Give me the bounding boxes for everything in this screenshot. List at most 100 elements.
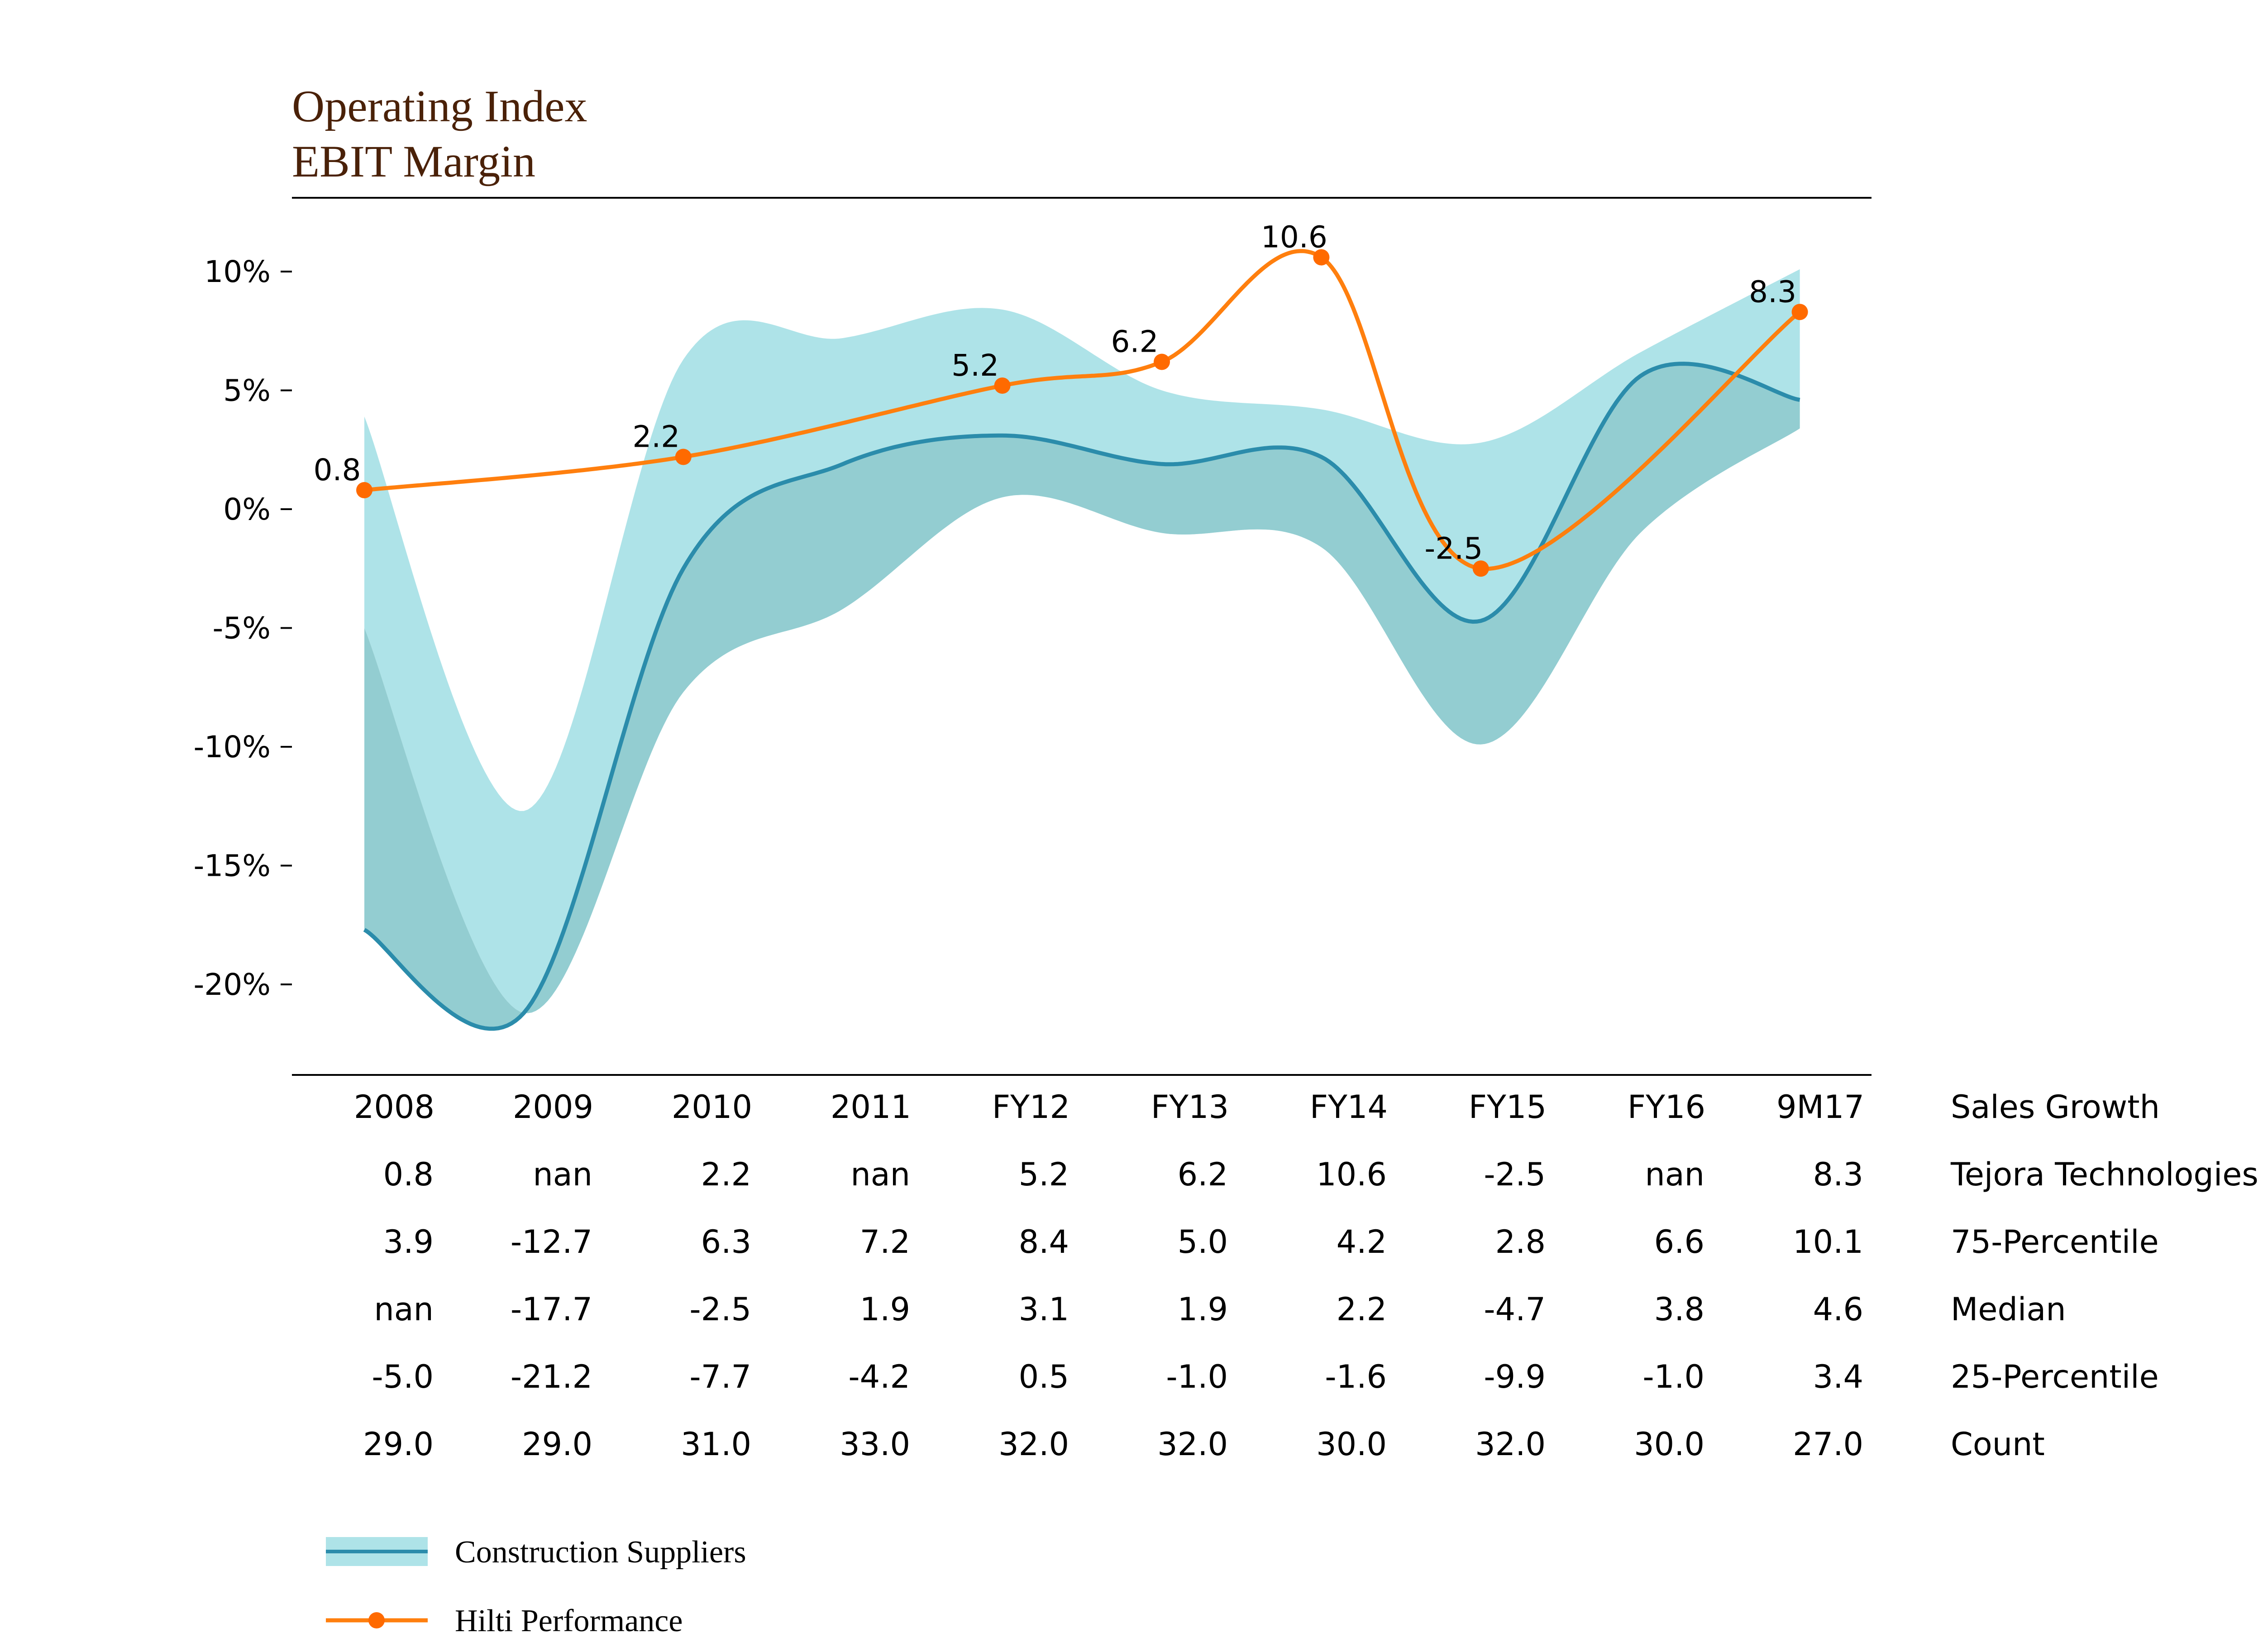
legend: Construction Suppliers Hilti Performance bbox=[326, 1535, 746, 1638]
table-cell: -17.7 bbox=[511, 1291, 592, 1328]
hilti-label-2010: 2.2 bbox=[632, 420, 680, 454]
table-cell: 5.2 bbox=[1019, 1156, 1069, 1193]
table-cell: 29.0 bbox=[522, 1426, 592, 1463]
table-cell: nan bbox=[850, 1156, 910, 1193]
table-row-label: Count bbox=[1951, 1426, 2045, 1463]
table-cell: 32.0 bbox=[1475, 1426, 1546, 1463]
table-cell: 30.0 bbox=[1634, 1426, 1704, 1463]
hilti-point-2008 bbox=[356, 482, 372, 498]
table-cell: 30.0 bbox=[1316, 1426, 1387, 1463]
y-tick-label: -20% bbox=[193, 967, 271, 1002]
table-header-2010: 2010 bbox=[672, 1089, 752, 1126]
y-axis: 10% 5% 0% -5% -10% -15% -20% bbox=[193, 254, 292, 1002]
hilti-point-9M17 bbox=[1791, 304, 1808, 320]
table-cell: -1.0 bbox=[1166, 1358, 1228, 1395]
table-cell: 8.4 bbox=[1019, 1223, 1069, 1260]
table-row-label: Median bbox=[1951, 1291, 2066, 1328]
y-tick-label: 5% bbox=[223, 373, 271, 408]
hilti-point-FY15 bbox=[1472, 560, 1489, 577]
table-row-label: 25-Percentile bbox=[1951, 1358, 2159, 1395]
hilti-label-FY15: -2.5 bbox=[1424, 531, 1483, 566]
table-cell: 3.9 bbox=[383, 1223, 434, 1260]
table-cell: 7.2 bbox=[860, 1223, 910, 1260]
table-cell: -4.2 bbox=[848, 1358, 910, 1395]
legend-label-construction-suppliers: Construction Suppliers bbox=[455, 1535, 746, 1570]
table-header-2009: 2009 bbox=[513, 1089, 593, 1126]
table-cell: -2.5 bbox=[689, 1291, 751, 1328]
table-cell: -21.2 bbox=[511, 1358, 592, 1395]
table-row-label: Tejora Technologies Pri bbox=[1950, 1156, 2263, 1193]
table-cell: 8.3 bbox=[1813, 1156, 1863, 1193]
hilti-point-FY12 bbox=[994, 377, 1011, 394]
table-cell: 10.1 bbox=[1793, 1223, 1863, 1260]
table-cell: -5.0 bbox=[372, 1358, 434, 1395]
table-cell: 2.2 bbox=[701, 1156, 751, 1193]
hilti-label-FY14: 10.6 bbox=[1261, 220, 1327, 255]
table-cell: 1.9 bbox=[1178, 1291, 1228, 1328]
table-cell: -9.9 bbox=[1484, 1358, 1546, 1395]
y-tick-label: -5% bbox=[212, 611, 271, 646]
table-header-label: Sales Growth bbox=[1951, 1089, 2160, 1126]
table-cell: -4.7 bbox=[1484, 1291, 1546, 1328]
hilti-label-FY12: 5.2 bbox=[951, 348, 999, 383]
hilti-label-FY13: 6.2 bbox=[1111, 325, 1159, 359]
data-table: 2008 2009 2010 2011 FY12 FY13 FY14 FY15 FY16 9M17… bbox=[354, 1089, 2263, 1463]
table-cell: 5.0 bbox=[1178, 1223, 1228, 1260]
table-cell: -1.0 bbox=[1642, 1358, 1704, 1395]
table-cell: 3.8 bbox=[1654, 1291, 1704, 1328]
y-tick-label: -10% bbox=[193, 730, 271, 764]
table-cell: 2.8 bbox=[1495, 1223, 1546, 1260]
table-cell: 10.6 bbox=[1316, 1156, 1387, 1193]
table-cell: nan bbox=[533, 1156, 592, 1193]
table-cell: -2.5 bbox=[1484, 1156, 1546, 1193]
median-line bbox=[363, 362, 1800, 1031]
band-75-25-percentile bbox=[364, 269, 1800, 1013]
table-cell: 29.0 bbox=[363, 1426, 434, 1463]
plot-area: 0.8 2.2 5.2 6.2 10.6 -2.5 8.3 bbox=[314, 220, 1808, 1031]
chart-subtitle: EBIT Margin bbox=[292, 136, 535, 186]
table-header-9M17: 9M17 bbox=[1776, 1089, 1864, 1126]
hilti-point-FY14 bbox=[1313, 249, 1330, 266]
table-cell: 4.2 bbox=[1337, 1223, 1387, 1260]
hilti-point-2010 bbox=[675, 449, 692, 465]
table-header-FY12: FY12 bbox=[992, 1089, 1070, 1126]
table-header-FY15: FY15 bbox=[1469, 1089, 1547, 1126]
table-cell: 0.8 bbox=[383, 1156, 434, 1193]
table-header-FY13: FY13 bbox=[1151, 1089, 1229, 1126]
y-tick-label: -15% bbox=[193, 849, 271, 883]
table-cell: nan bbox=[1645, 1156, 1704, 1193]
table-row-label: 75-Percentile bbox=[1951, 1223, 2159, 1260]
table-cell: -1.6 bbox=[1325, 1358, 1387, 1395]
table-cell: 32.0 bbox=[1157, 1426, 1228, 1463]
table-cell: 32.0 bbox=[998, 1426, 1069, 1463]
chart-title: Operating Index bbox=[292, 81, 587, 131]
table-cell: 3.1 bbox=[1019, 1291, 1069, 1328]
table-cell: 31.0 bbox=[681, 1426, 751, 1463]
table-cell: 6.3 bbox=[701, 1223, 751, 1260]
table-cell: 4.6 bbox=[1813, 1291, 1863, 1328]
table-cell: -12.7 bbox=[511, 1223, 592, 1260]
hilti-label-2008: 0.8 bbox=[314, 453, 361, 487]
table-header-FY16: FY16 bbox=[1628, 1089, 1705, 1126]
table-cell: 27.0 bbox=[1793, 1426, 1863, 1463]
y-tick-label: 0% bbox=[223, 492, 271, 527]
table-cell: 1.9 bbox=[860, 1291, 910, 1328]
table-cell: 0.5 bbox=[1019, 1358, 1069, 1395]
hilti-point-FY13 bbox=[1154, 353, 1170, 370]
table-cell: 2.2 bbox=[1337, 1291, 1387, 1328]
legend-swatch-hilti-marker bbox=[368, 1612, 385, 1628]
table-cell: 6.6 bbox=[1654, 1223, 1704, 1260]
band-median-25-percentile bbox=[364, 363, 1800, 1029]
table-cell: nan bbox=[374, 1291, 434, 1328]
y-tick-label: 10% bbox=[204, 254, 271, 289]
table-cell: 6.2 bbox=[1178, 1156, 1228, 1193]
hilti-label-9M17: 8.3 bbox=[1749, 274, 1796, 309]
table-header-2008: 2008 bbox=[354, 1089, 434, 1126]
table-cell: -7.7 bbox=[689, 1358, 751, 1395]
table-cell: 33.0 bbox=[840, 1426, 910, 1463]
table-cell: 3.4 bbox=[1813, 1358, 1863, 1395]
table-header-FY14: FY14 bbox=[1310, 1089, 1388, 1126]
legend-label-hilti-performance: Hilti Performance bbox=[455, 1604, 683, 1638]
table-header-2011: 2011 bbox=[831, 1089, 911, 1126]
